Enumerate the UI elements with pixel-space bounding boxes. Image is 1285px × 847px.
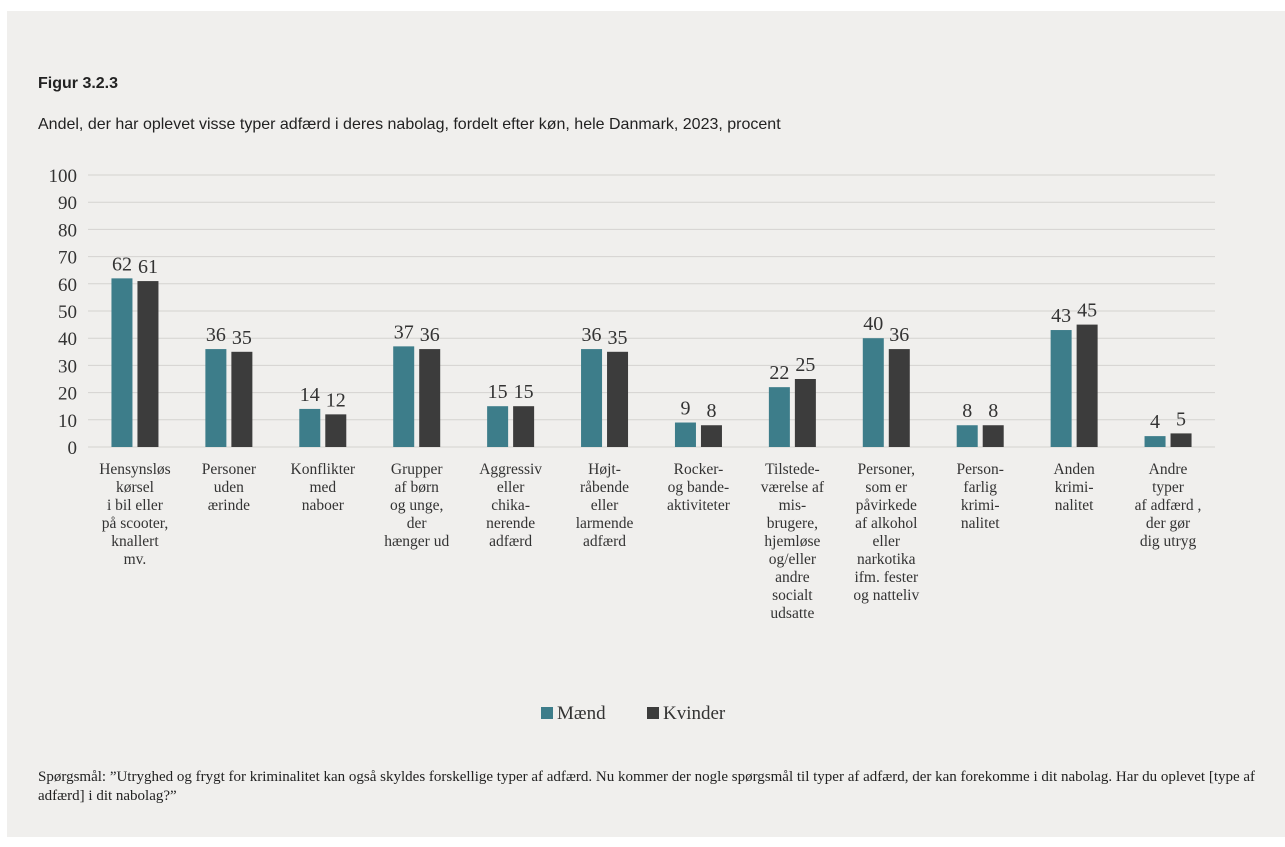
bar-maend bbox=[581, 349, 603, 447]
data-label-kvinder: 36 bbox=[889, 324, 909, 346]
bar-maend bbox=[205, 349, 227, 447]
footnote: Spørgsmål: ”Utryghed og frygt for krimin… bbox=[38, 769, 1256, 804]
legend-label-kvinder: Kvinder bbox=[663, 703, 726, 724]
x-category-label: Anden krimi-nalitet bbox=[1053, 461, 1095, 514]
x-category-label: Personer uden ærinde bbox=[202, 461, 257, 514]
legend-swatch-maend bbox=[541, 707, 553, 719]
x-category-label: Person-farlig krimi-nalitet bbox=[957, 461, 1004, 532]
bar-chart: 0 10 20 30 40 50 60 70 80 90 100 62 61 Hensynsløs kørs… bbox=[49, 166, 1215, 724]
y-tick-label: 70 bbox=[58, 248, 77, 269]
bar-maend bbox=[1144, 436, 1166, 447]
bar-maend bbox=[1050, 330, 1072, 447]
data-label-maend: 36 bbox=[582, 324, 602, 346]
x-category-label: Højt-råbende eller larmende adfærd bbox=[576, 461, 634, 550]
legend-label-maend: Mænd bbox=[557, 703, 606, 724]
data-label-maend: 4 bbox=[1150, 411, 1160, 433]
data-label-maend: 36 bbox=[206, 324, 226, 346]
x-category-label: Aggressiv eller chika-nerende adfærd bbox=[479, 461, 542, 550]
x-category-label: Personer, som er påvirkede af alkohol eller n… bbox=[853, 461, 919, 604]
bar-maend bbox=[768, 387, 790, 447]
bar-kvinder bbox=[419, 349, 441, 447]
bar-kvinder bbox=[794, 379, 816, 447]
figure-label: Figur 3.2.3 bbox=[38, 75, 119, 92]
x-category-label: Rocker-og bande-aktiviteter bbox=[667, 461, 731, 514]
data-label-kvinder: 35 bbox=[608, 327, 628, 349]
bar-kvinder bbox=[700, 425, 722, 447]
y-tick-label: 0 bbox=[68, 438, 78, 459]
data-label-maend: 14 bbox=[300, 384, 320, 406]
y-tick-label: 50 bbox=[58, 302, 77, 323]
data-label-maend: 9 bbox=[680, 398, 690, 420]
bar-maend bbox=[674, 422, 696, 447]
figure-title: Andel, der har oplevet visse typer adfær… bbox=[38, 116, 781, 133]
data-label-kvinder: 8 bbox=[706, 400, 716, 422]
y-tick-label: 20 bbox=[58, 384, 77, 405]
data-label-maend: 15 bbox=[488, 381, 508, 403]
bar-kvinder bbox=[513, 406, 535, 447]
y-tick-label: 30 bbox=[58, 356, 77, 377]
bar-kvinder bbox=[982, 425, 1004, 447]
data-label-kvinder: 35 bbox=[232, 327, 252, 349]
x-category-label: Hensynsløs kørsel i bil eller på scooter, kn… bbox=[99, 461, 170, 568]
bar-kvinder bbox=[888, 349, 910, 447]
x-category-label: Konflikter med naboer bbox=[291, 461, 356, 514]
data-label-kvinder: 61 bbox=[138, 256, 158, 278]
x-category-label: Andre typer af adfærd , der gør dig utryg bbox=[1135, 461, 1202, 550]
data-label-maend: 37 bbox=[394, 321, 414, 343]
x-category-label: Tilstede-værelse af mis-brugere, hjemløse o… bbox=[761, 461, 825, 622]
data-label-maend: 8 bbox=[962, 400, 972, 422]
y-tick-label: 80 bbox=[58, 220, 77, 241]
data-label-maend: 62 bbox=[112, 253, 132, 275]
data-label-kvinder: 36 bbox=[420, 324, 440, 346]
bar-kvinder bbox=[607, 351, 629, 447]
bar-kvinder bbox=[1076, 324, 1098, 447]
x-category-label: Grupper af børn og unge, der hænger ud bbox=[384, 461, 449, 550]
bar-kvinder bbox=[1170, 433, 1192, 447]
legend-swatch-kvinder bbox=[647, 707, 659, 719]
data-label-maend: 40 bbox=[863, 313, 883, 335]
data-label-kvinder: 5 bbox=[1176, 408, 1186, 430]
y-tick-label: 10 bbox=[58, 411, 77, 432]
bar-maend bbox=[956, 425, 978, 447]
data-label-kvinder: 25 bbox=[795, 354, 815, 376]
bar-kvinder bbox=[325, 414, 347, 447]
y-tick-label: 90 bbox=[58, 193, 77, 214]
data-label-kvinder: 15 bbox=[514, 381, 534, 403]
bar-maend bbox=[299, 408, 321, 447]
data-label-maend: 22 bbox=[769, 362, 789, 384]
data-label-kvinder: 8 bbox=[988, 400, 998, 422]
bar-maend bbox=[393, 346, 415, 447]
y-tick-label: 60 bbox=[58, 275, 77, 296]
bar-maend bbox=[487, 406, 509, 447]
bar-maend bbox=[862, 338, 884, 447]
bar-kvinder bbox=[231, 351, 253, 447]
data-label-maend: 43 bbox=[1051, 305, 1071, 327]
bar-kvinder bbox=[137, 281, 159, 447]
data-label-kvinder: 45 bbox=[1077, 300, 1097, 322]
y-tick-label: 40 bbox=[58, 329, 77, 350]
data-label-kvinder: 12 bbox=[326, 389, 346, 411]
y-tick-label: 100 bbox=[49, 166, 78, 187]
bar-maend bbox=[111, 278, 133, 447]
